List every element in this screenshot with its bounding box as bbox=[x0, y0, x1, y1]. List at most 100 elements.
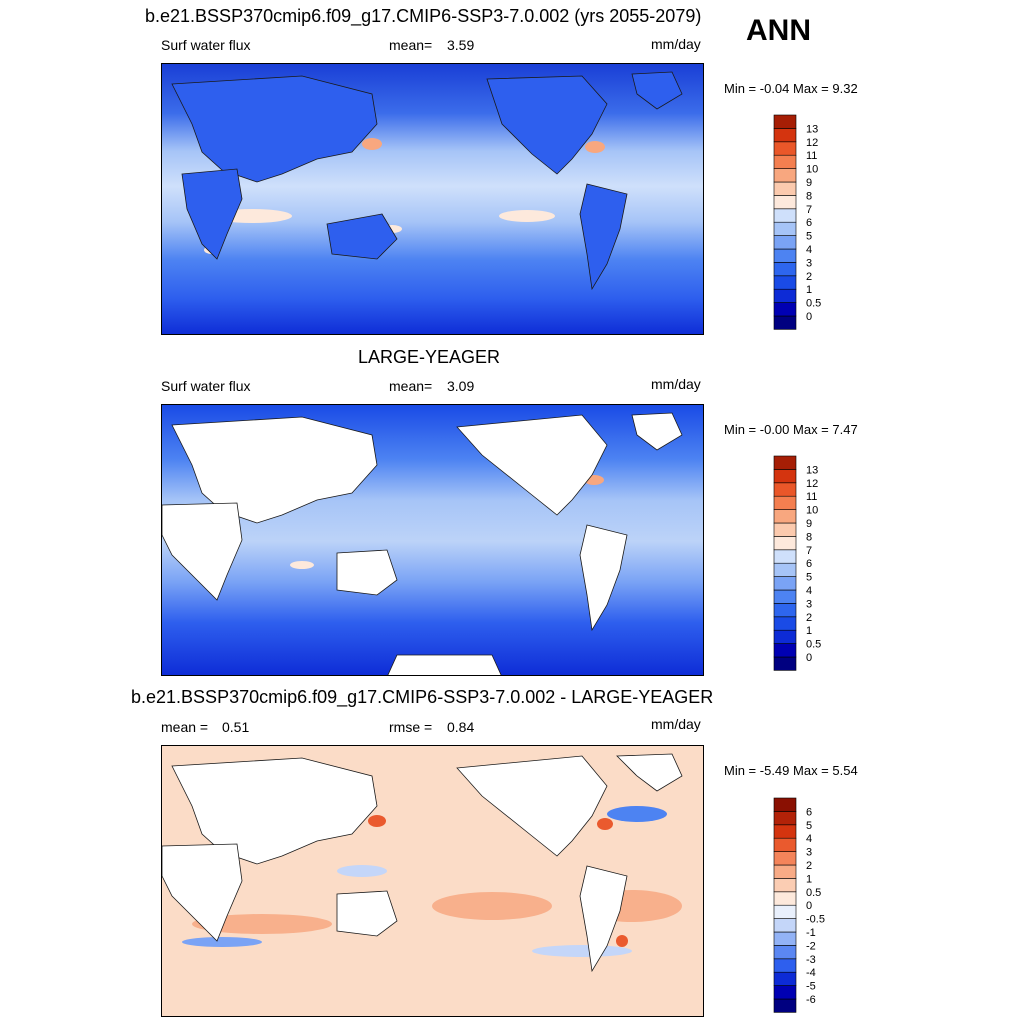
colorbar-swatch bbox=[773, 629, 797, 644]
colorbar-swatch bbox=[773, 904, 797, 919]
colorbar: 0 0.5 1 2 3 4 5 6 7 8 9 10 11 12 13 bbox=[770, 113, 830, 336]
colorbar-tick-label: -0.5 bbox=[806, 914, 825, 926]
units-label: mm/day bbox=[651, 716, 701, 732]
colorbar-swatch bbox=[773, 878, 797, 893]
variable-label: Surf water flux bbox=[161, 378, 251, 394]
colorbar: 0 0.5 1 2 3 4 5 6 7 8 9 10 11 12 13 bbox=[770, 454, 830, 677]
colorbar-tick-label: 11 bbox=[806, 150, 817, 162]
rmse-label: rmse = bbox=[389, 719, 433, 735]
mean-value: 3.59 bbox=[447, 37, 475, 53]
colorbar-tick-label: 7 bbox=[806, 204, 812, 216]
greenland-shape bbox=[631, 71, 683, 110]
africa-shape bbox=[162, 843, 243, 942]
minmax-label: Min = -0.00 Max = 7.47 bbox=[724, 422, 858, 437]
colorbar-swatch bbox=[773, 302, 797, 317]
colorbar-swatch bbox=[773, 248, 797, 263]
colorbar-swatch bbox=[773, 643, 797, 658]
colorbar-swatch bbox=[773, 235, 797, 250]
colorbar-swatch bbox=[773, 797, 797, 812]
colorbar-svg: -6-5 -4-3 -2-1-0.5 00.5 123 45 6 bbox=[773, 797, 825, 1013]
colorbar: -6 -5 -4 -3 -2 -1 -0.5 0 0.5 1 2 3 4 5 6 bbox=[770, 796, 830, 1019]
south-america-shape bbox=[579, 865, 628, 973]
mean-label: mean= bbox=[389, 37, 433, 53]
colorbar-swatch bbox=[773, 958, 797, 973]
colorbar-tick-label: 3 bbox=[806, 257, 812, 269]
colorbar-swatch bbox=[773, 168, 797, 183]
colorbar-swatch bbox=[773, 288, 797, 303]
colorbar-tick-label: 12 bbox=[806, 137, 818, 149]
colorbar-tick-label: 2 bbox=[806, 271, 812, 283]
africa-shape bbox=[181, 168, 243, 260]
colorbar-tick-label: 10 bbox=[806, 505, 818, 517]
map-svg bbox=[162, 746, 703, 1016]
colorbar-tick-label: 0.5 bbox=[806, 639, 821, 651]
colorbar-tick-label: 12 bbox=[806, 478, 818, 490]
colorbar-tick-label: 13 bbox=[806, 123, 818, 135]
continents bbox=[162, 753, 683, 973]
colorbar-tick-label: 0.5 bbox=[806, 298, 821, 310]
colorbar-tick-label: -3 bbox=[806, 954, 816, 966]
map-plot bbox=[161, 63, 704, 335]
colorbar-tick-label: 0 bbox=[806, 311, 812, 323]
colorbar-tick-label: -2 bbox=[806, 940, 816, 952]
eurasia-shape bbox=[171, 757, 378, 865]
colorbar-tick-label: 4 bbox=[806, 833, 812, 845]
colorbar-swatch bbox=[773, 656, 797, 671]
mean-value: 3.09 bbox=[447, 378, 475, 394]
colorbar-tick-label: 9 bbox=[806, 518, 812, 530]
colorbar-swatch bbox=[773, 181, 797, 196]
africa-shape bbox=[162, 502, 243, 601]
colorbar-tick-label: 6 bbox=[806, 806, 812, 818]
colorbar-swatch bbox=[773, 522, 797, 537]
colorbar-swatch bbox=[773, 918, 797, 933]
continents bbox=[171, 71, 683, 291]
colorbar-tick-label: 0 bbox=[806, 652, 812, 664]
south-america-shape bbox=[579, 524, 628, 632]
colorbar-tick-label: -1 bbox=[806, 927, 816, 939]
colorbar-swatch bbox=[773, 589, 797, 604]
colorbar-swatch bbox=[773, 208, 797, 223]
colorbar-tick-label: 2 bbox=[806, 860, 812, 872]
colorbar-swatch bbox=[773, 221, 797, 236]
mean-value: 0.51 bbox=[222, 719, 250, 735]
colorbar-swatch bbox=[773, 998, 797, 1013]
colorbar-tick-label: 5 bbox=[806, 231, 812, 243]
colorbar-tick-label: 3 bbox=[806, 598, 812, 610]
south-america-shape bbox=[579, 183, 628, 291]
eurasia-shape bbox=[171, 416, 378, 524]
mean-label: mean= bbox=[389, 378, 433, 394]
colorbar-swatch bbox=[773, 576, 797, 591]
colorbar-tick-label: 1 bbox=[806, 284, 812, 296]
colorbar-tick-label: 9 bbox=[806, 177, 812, 189]
colorbar-tick-label: 6 bbox=[806, 558, 812, 570]
colorbar-tick-label: 1 bbox=[806, 625, 812, 637]
colorbar-swatch bbox=[773, 824, 797, 839]
rmse-value: 0.84 bbox=[447, 719, 475, 735]
colorbar-swatch bbox=[773, 482, 797, 497]
colorbar-swatch bbox=[773, 536, 797, 551]
panel-title: LARGE-YEAGER bbox=[358, 347, 501, 367]
colorbar-swatch bbox=[773, 864, 797, 879]
colorbar-tick-label: 4 bbox=[806, 244, 812, 256]
colorbar-swatch bbox=[773, 141, 797, 156]
eurasia-shape bbox=[171, 75, 378, 183]
colorbar-swatch bbox=[773, 616, 797, 631]
colorbar-tick-label: 3 bbox=[806, 847, 812, 859]
greenland-shape bbox=[616, 753, 683, 792]
colorbar-swatch bbox=[773, 811, 797, 826]
colorbar-tick-label: 13 bbox=[806, 464, 818, 476]
north-america-shape bbox=[456, 414, 608, 516]
units-label: mm/day bbox=[651, 36, 701, 52]
colorbar-tick-label: 8 bbox=[806, 190, 812, 202]
map-plot bbox=[161, 404, 704, 676]
colorbar-swatch bbox=[773, 931, 797, 946]
minmax-label: Min = -0.04 Max = 9.32 bbox=[724, 81, 858, 96]
colorbar-tick-label: 5 bbox=[806, 820, 812, 832]
colorbar-swatch bbox=[773, 455, 797, 470]
map-svg bbox=[162, 405, 703, 675]
north-america-shape bbox=[486, 75, 608, 175]
colorbar-swatch bbox=[773, 315, 797, 330]
colorbar-tick-label: 8 bbox=[806, 531, 812, 543]
colorbar-swatch bbox=[773, 195, 797, 210]
